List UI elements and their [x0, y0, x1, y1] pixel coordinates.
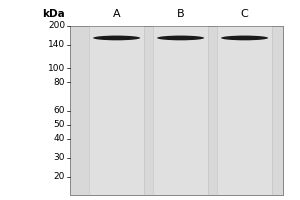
Text: kDa: kDa: [42, 9, 65, 19]
Text: 20: 20: [54, 172, 65, 181]
Text: 100: 100: [48, 64, 65, 73]
Text: 200: 200: [48, 21, 65, 30]
Text: 140: 140: [48, 40, 65, 49]
Text: 30: 30: [54, 153, 65, 162]
Text: 80: 80: [54, 78, 65, 87]
Bar: [217, 26, 272, 195]
Text: A: A: [113, 9, 121, 19]
Bar: [153, 26, 208, 195]
Text: C: C: [241, 9, 248, 19]
Text: 60: 60: [54, 106, 65, 115]
Bar: [89, 26, 144, 195]
Text: 50: 50: [54, 120, 65, 129]
Text: 40: 40: [54, 134, 65, 143]
Text: B: B: [177, 9, 184, 19]
Ellipse shape: [93, 36, 140, 40]
Bar: [70, 26, 283, 195]
Ellipse shape: [221, 36, 268, 40]
Bar: [70, 26, 283, 195]
Ellipse shape: [157, 36, 204, 40]
